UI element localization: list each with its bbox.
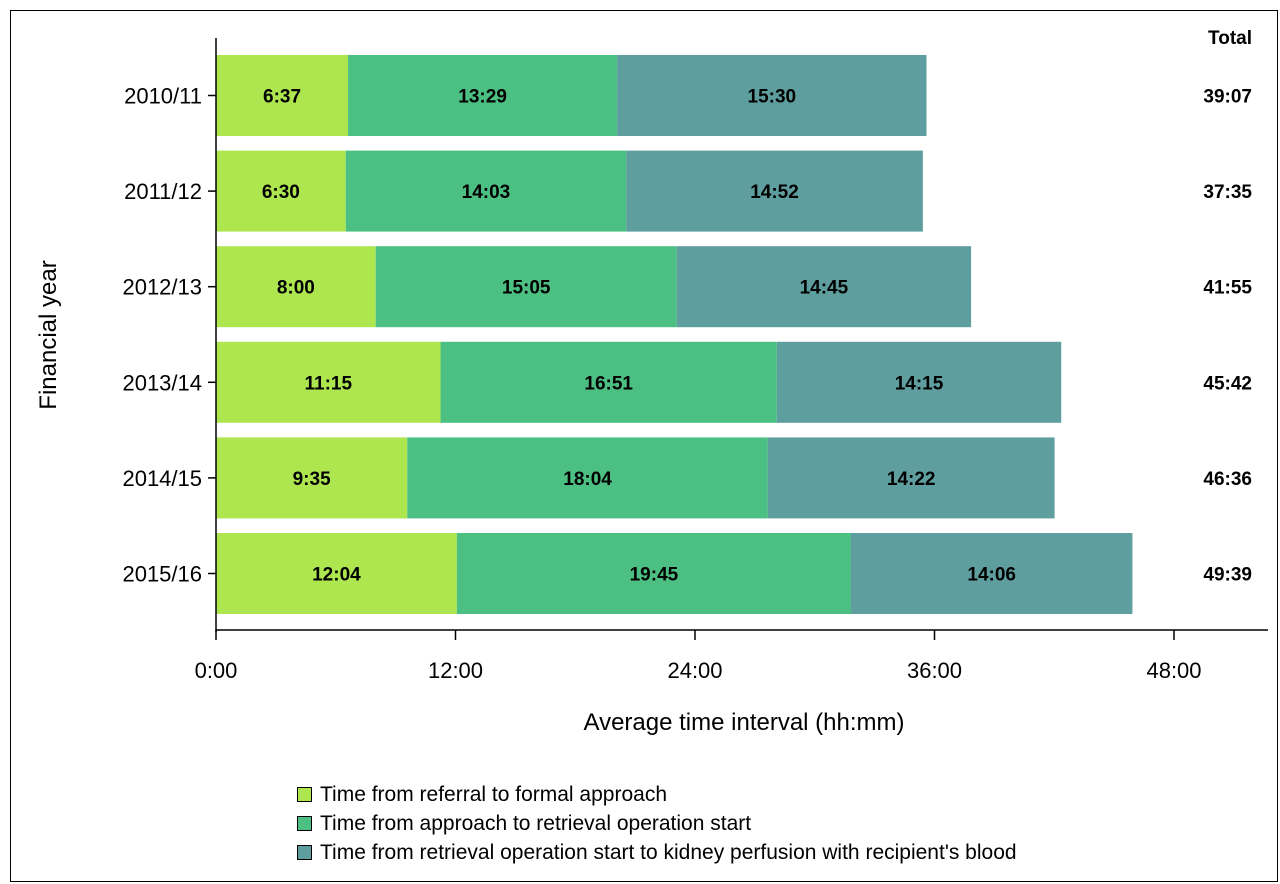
legend-item: Time from referral to formal approach xyxy=(297,780,1017,809)
legend-item: Time from retrieval operation start to k… xyxy=(297,838,1017,867)
bar-data-label: 19:45 xyxy=(630,565,679,586)
bar-data-label: 14:52 xyxy=(750,182,799,203)
bar-data-label: 15:05 xyxy=(502,278,551,299)
bar-data-label: 8:00 xyxy=(277,278,315,299)
bar-data-label: 15:30 xyxy=(748,87,797,108)
total-label: 49:39 xyxy=(1203,565,1252,586)
y-tick-label: 2011/12 xyxy=(124,179,202,204)
legend-label: Time from retrieval operation start to k… xyxy=(320,840,1017,864)
bar-segment xyxy=(851,533,1133,614)
bar-data-label: 6:30 xyxy=(262,182,300,203)
bars-group: 6:37 13:29 15:30 6:30 14:03 14:52 8:00 15:05 14:… xyxy=(216,55,1133,614)
x-tick-label: 12:00 xyxy=(428,658,483,683)
bar-segment xyxy=(345,150,627,232)
bar-data-label: 18:04 xyxy=(563,469,612,490)
legend-label: Time from approach to retrieval operatio… xyxy=(320,811,752,835)
total-label: 46:36 xyxy=(1203,469,1252,490)
total-label: 41:55 xyxy=(1203,278,1252,299)
bar-segment xyxy=(216,533,457,614)
x-tick-label: 24:00 xyxy=(667,658,722,683)
legend-label: Time from referral to formal approach xyxy=(320,782,668,806)
y-axis-title: Financial year xyxy=(35,260,62,409)
bar-segment xyxy=(216,341,441,423)
bar-segment xyxy=(216,437,408,519)
y-tick-label: 2012/13 xyxy=(122,275,202,300)
totals-group: 39:07 37:35 41:55 45:42 46:36 49:39 xyxy=(1203,87,1252,586)
x-axis-title: Average time interval (hh:mm) xyxy=(584,709,905,736)
bar-data-label: 14:06 xyxy=(967,565,1016,586)
bar-segment xyxy=(375,246,677,328)
total-label: 45:42 xyxy=(1203,373,1252,394)
bar-data-label: 16:51 xyxy=(584,373,633,394)
bar-data-label: 6:37 xyxy=(263,87,301,108)
bar-segment xyxy=(617,55,927,136)
bar-segment xyxy=(776,341,1062,423)
axes-group xyxy=(215,38,1268,632)
chart-frame xyxy=(10,10,1278,882)
legend-item: Time from approach to retrieval operatio… xyxy=(297,809,1017,838)
bar-segment xyxy=(676,246,972,328)
bar-segment xyxy=(440,341,777,423)
stacked-bar-chart: 6:37 13:29 15:30 6:30 14:03 14:52 8:00 15:05 14:… xyxy=(35,28,1268,736)
bar-data-label: 9:35 xyxy=(293,469,331,490)
bar-data-label: 13:29 xyxy=(458,87,507,108)
x-tick-label: 0:00 xyxy=(195,658,238,683)
bar-segment xyxy=(407,437,768,519)
bar-segment xyxy=(216,246,376,328)
bar-segment xyxy=(216,55,349,136)
bar-data-label: 12:04 xyxy=(312,565,361,586)
y-ticks-group: 2010/11 2011/12 2012/13 2013/14 2014/15 2015/… xyxy=(122,84,216,587)
legend-swatch xyxy=(297,845,312,860)
bar-segment xyxy=(767,437,1055,519)
bar-data-label: 11:15 xyxy=(304,373,352,394)
bar-data-label: 14:22 xyxy=(887,469,936,490)
bar-segment xyxy=(626,150,923,232)
y-tick-label: 2010/11 xyxy=(124,84,202,109)
bar-data-label: 14:03 xyxy=(462,182,511,203)
legend-swatch xyxy=(297,816,312,831)
legend-swatch xyxy=(297,787,312,802)
total-label: 37:35 xyxy=(1203,182,1252,203)
totals-header: Total xyxy=(1208,28,1252,49)
x-tick-label: 36:00 xyxy=(907,658,962,683)
bar-data-label: 14:45 xyxy=(800,278,849,299)
x-tick-label: 48:00 xyxy=(1146,658,1201,683)
legend: Time from referral to formal approach Tim… xyxy=(297,780,1017,867)
total-label: 39:07 xyxy=(1203,87,1252,108)
y-tick-label: 2013/14 xyxy=(122,370,202,395)
bar-segment xyxy=(348,55,618,136)
y-tick-label: 2014/15 xyxy=(122,466,202,491)
x-ticks-group: 0:00 12:00 24:00 36:00 48:00 xyxy=(195,630,1202,683)
bar-segment xyxy=(456,533,852,614)
bar-segment xyxy=(216,150,346,232)
bar-data-label: 14:15 xyxy=(895,373,944,394)
y-tick-label: 2015/16 xyxy=(122,562,202,587)
